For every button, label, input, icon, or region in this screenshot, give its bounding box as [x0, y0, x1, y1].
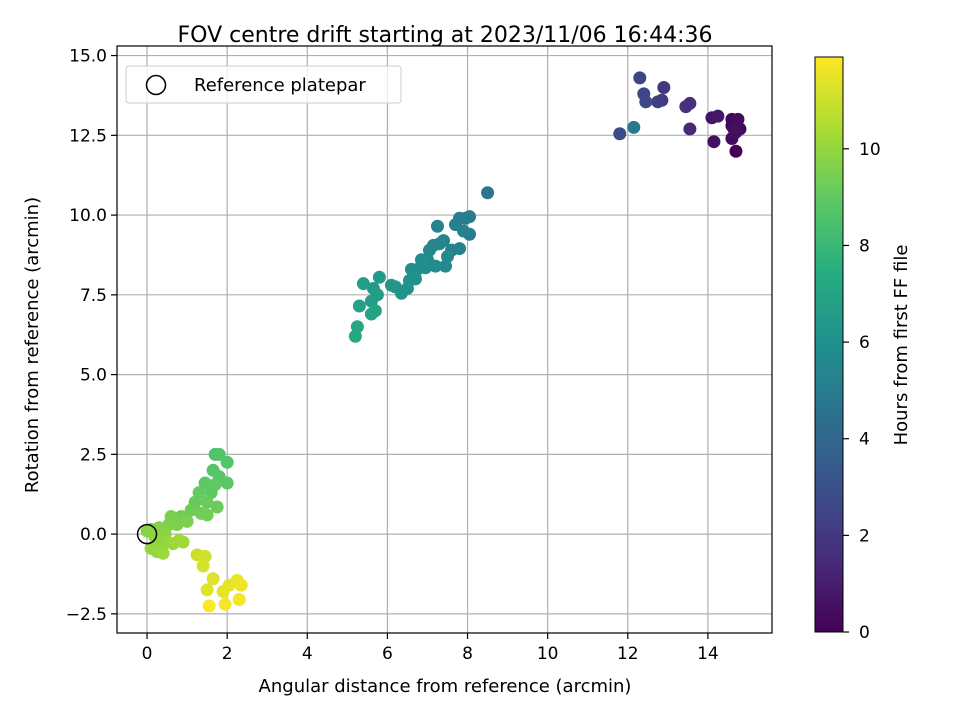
- y-tick-label: 10.0: [69, 206, 107, 226]
- data-point: [657, 80, 671, 94]
- colorbar-ticks: 0 2 4 6 8 10: [843, 140, 881, 643]
- data-point: [613, 127, 627, 141]
- x-tick-label: 4: [302, 644, 313, 664]
- y-tick-label: −2.5: [66, 605, 107, 625]
- data-point: [200, 508, 214, 522]
- y-tick-label: 0.0: [80, 525, 107, 545]
- data-point: [449, 218, 463, 232]
- data-point: [439, 259, 453, 273]
- x-tick-label: 2: [222, 644, 233, 664]
- legend-marker-reference: [145, 74, 167, 96]
- x-tick-label: 14: [697, 644, 719, 664]
- colorbar-tick-label: 10: [859, 140, 881, 160]
- x-tick-label: 0: [142, 644, 153, 664]
- data-point: [218, 597, 232, 611]
- colorbar-tick-label: 4: [859, 430, 870, 450]
- data-point: [210, 500, 224, 514]
- x-tick-label: 6: [382, 644, 393, 664]
- legend-label-reference: Reference platepar: [194, 75, 366, 96]
- data-point: [348, 329, 362, 343]
- data-points: [140, 71, 747, 613]
- data-point: [184, 503, 198, 517]
- x-tick-label: 12: [617, 644, 639, 664]
- grid-lines: [117, 46, 772, 633]
- plot-frame: [116, 45, 773, 634]
- data-point: [352, 299, 366, 313]
- data-point: [156, 546, 170, 560]
- data-point: [196, 559, 210, 573]
- data-point: [679, 100, 693, 114]
- colorbar-tick-label: 2: [859, 526, 870, 546]
- data-point: [372, 270, 386, 284]
- colorbar-tick-label: 0: [859, 623, 870, 643]
- data-point: [384, 278, 398, 292]
- y-tick-label: 15.0: [69, 47, 107, 67]
- data-point: [220, 455, 234, 469]
- data-point: [633, 71, 647, 85]
- x-tick-label: 8: [462, 644, 473, 664]
- data-point: [206, 572, 220, 586]
- data-point: [176, 535, 190, 549]
- y-axis-ticks: −2.5 0.0 2.5 5.0 7.5 10.0 12.5 15.0: [66, 47, 117, 625]
- data-point: [234, 578, 248, 592]
- colorbar-tick-label: 8: [859, 236, 870, 256]
- data-point: [356, 277, 370, 291]
- data-point: [180, 514, 194, 528]
- colorbar-gradient: [814, 56, 844, 633]
- data-point: [683, 122, 697, 136]
- data-point: [200, 495, 214, 509]
- data-point: [729, 144, 743, 158]
- y-tick-label: 12.5: [69, 126, 107, 146]
- data-point: [711, 109, 725, 123]
- data-point: [707, 135, 721, 149]
- data-point: [364, 307, 378, 321]
- data-point: [729, 125, 743, 139]
- colorbar-tick-label: 6: [859, 333, 870, 353]
- x-tick-label: 10: [537, 644, 559, 664]
- x-axis-ticks: 0 2 4 6 8 10 12 14: [142, 633, 719, 664]
- data-point: [481, 186, 495, 200]
- data-point: [639, 95, 653, 109]
- y-tick-label: 5.0: [80, 366, 107, 386]
- colorbar: 0 2 4 6 8 10 Hours from first FF file: [814, 56, 912, 643]
- y-tick-label: 2.5: [80, 445, 107, 465]
- data-point: [212, 447, 226, 461]
- data-point: [220, 476, 234, 490]
- x-axis-label: Angular distance from reference (arcmin): [259, 676, 632, 697]
- data-point: [651, 95, 665, 109]
- data-point: [232, 593, 246, 607]
- y-axis-label: Rotation from reference (arcmin): [22, 197, 43, 493]
- data-point: [200, 583, 214, 597]
- legend-box: [125, 65, 402, 104]
- reference-platepar-point: [136, 523, 158, 545]
- colorbar-label: Hours from first FF file: [891, 245, 912, 446]
- data-point: [202, 599, 216, 613]
- data-point: [198, 476, 212, 490]
- legend: Reference platepar: [125, 65, 402, 104]
- reference-marker: [136, 523, 158, 545]
- y-tick-label: 7.5: [80, 286, 107, 306]
- data-point: [627, 120, 641, 134]
- data-point: [430, 219, 444, 233]
- chart-title: FOV centre drift starting at 2023/11/06 …: [178, 23, 713, 48]
- data-point: [208, 478, 222, 492]
